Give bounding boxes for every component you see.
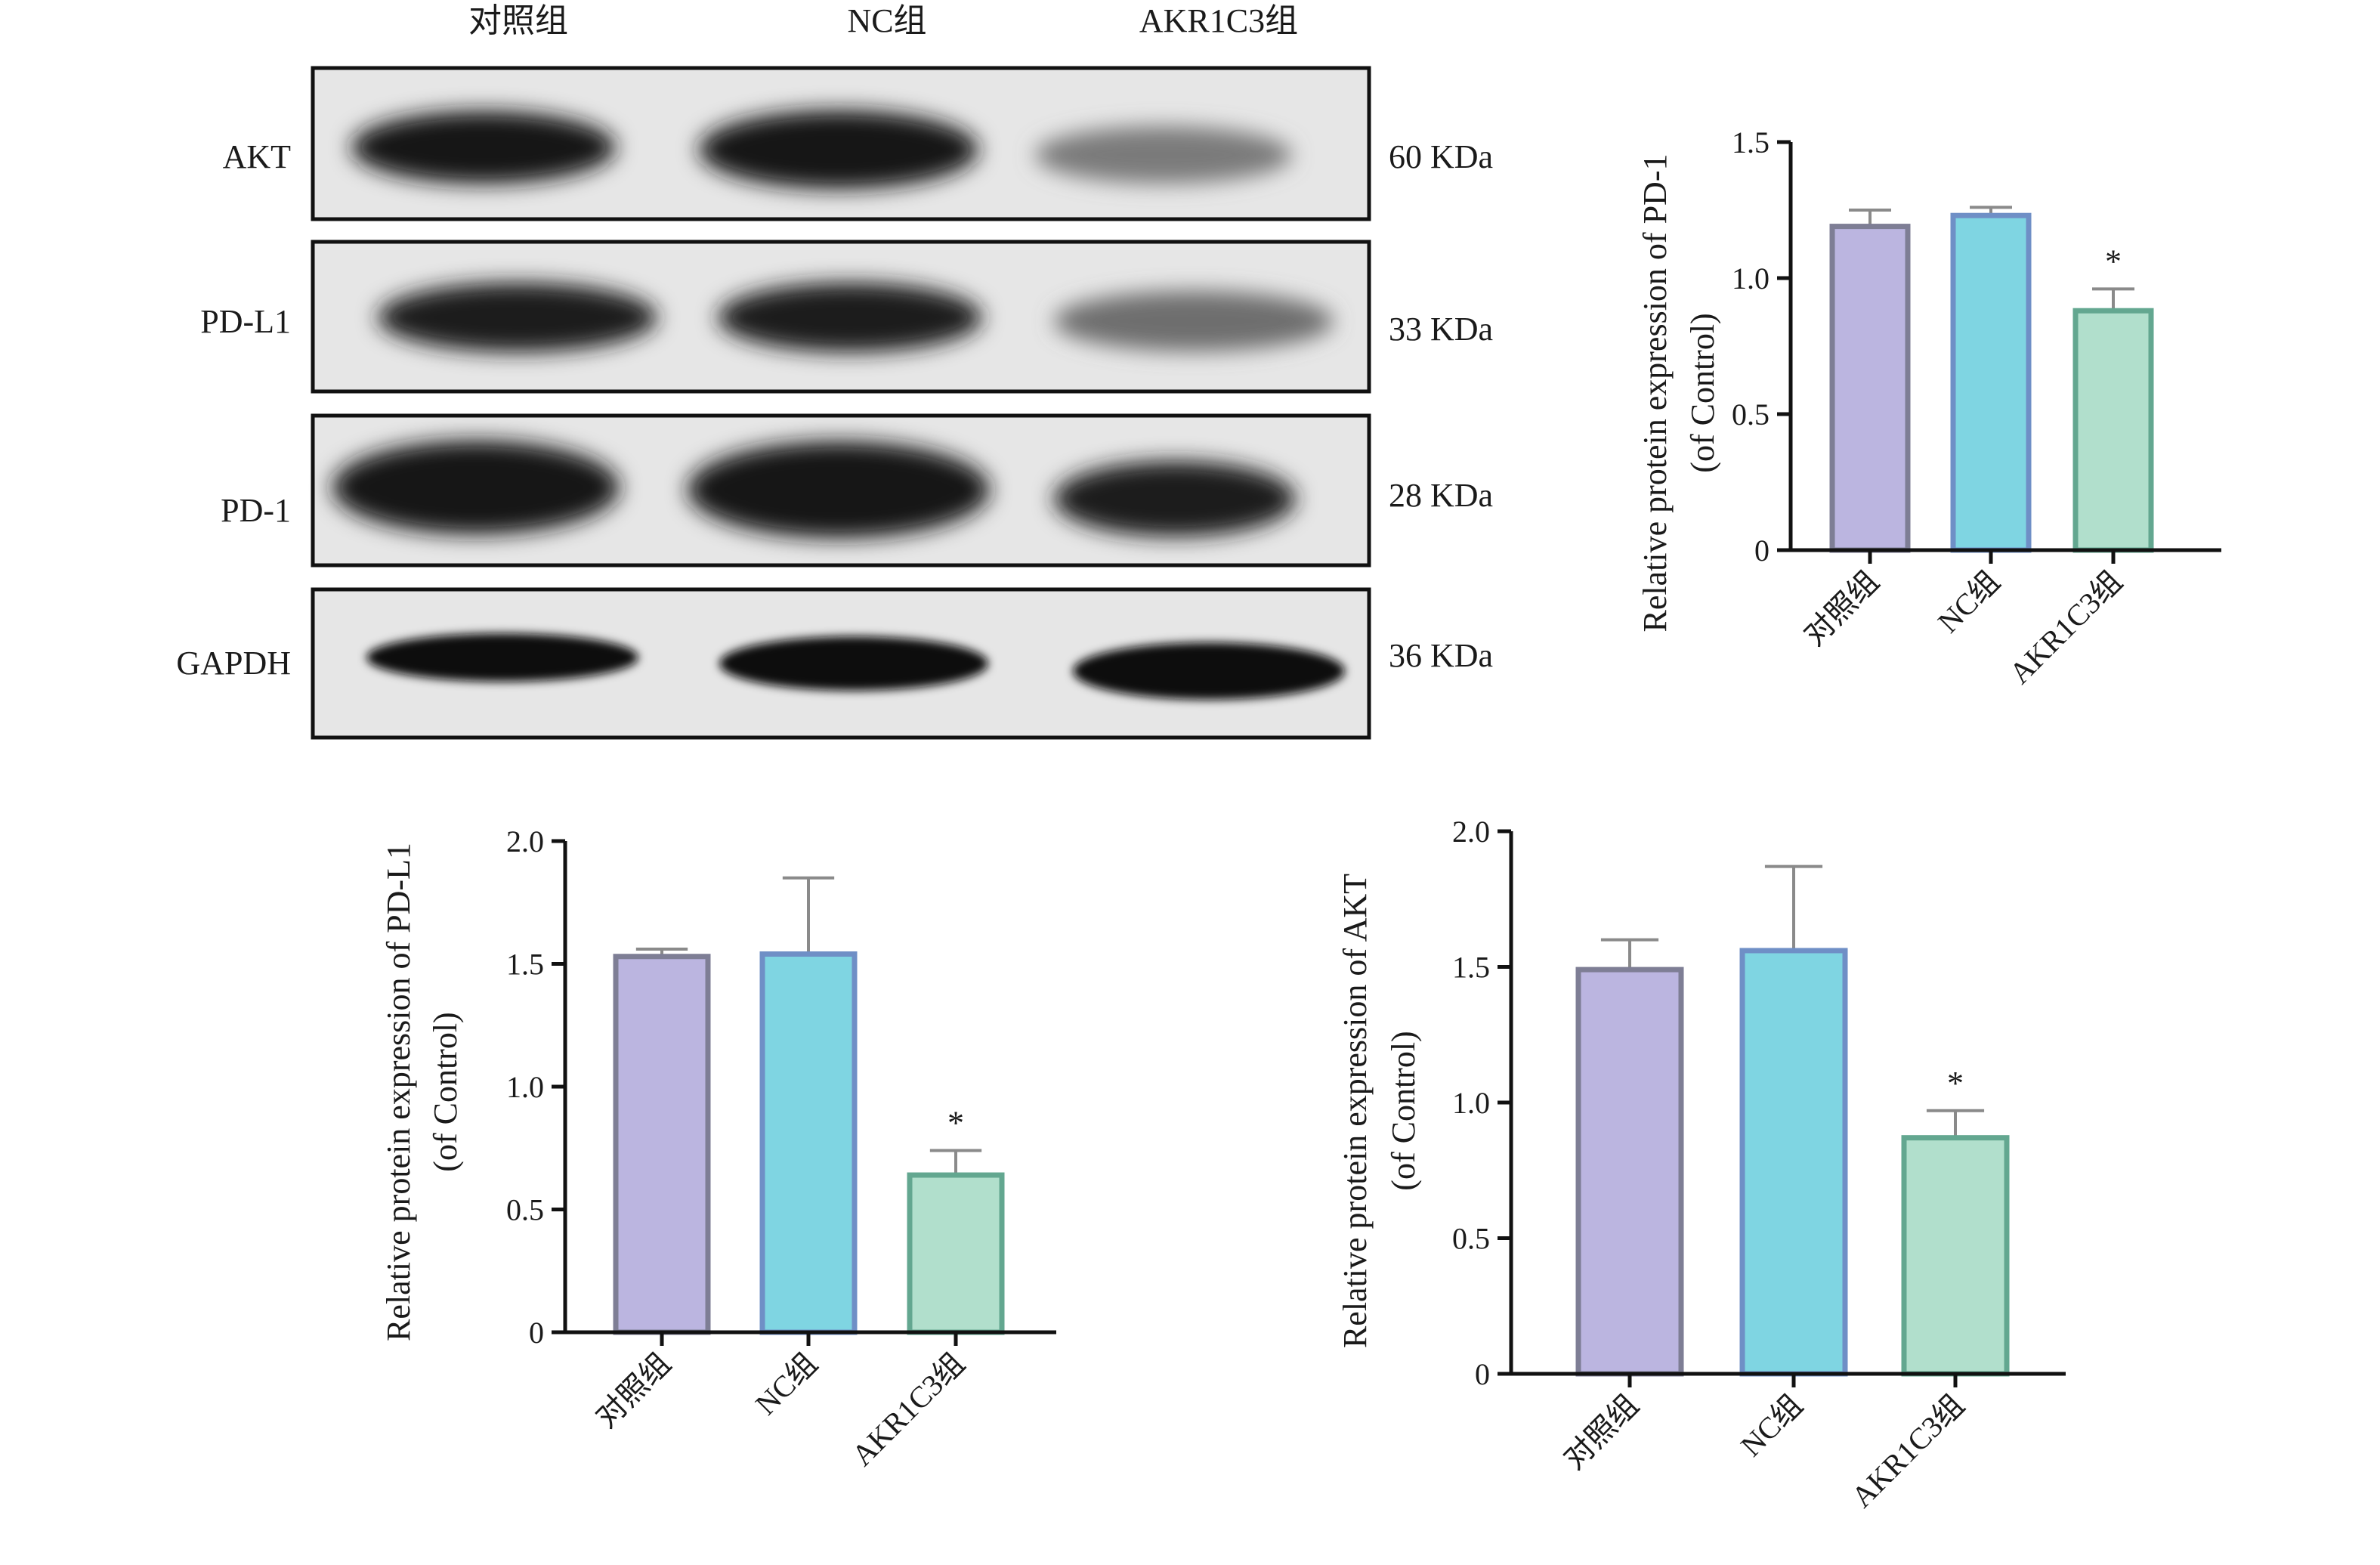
band-pd-1-nc xyxy=(688,441,990,538)
lane-label-control: 对照组 xyxy=(468,2,568,39)
bar xyxy=(613,954,711,1335)
y-axis-subtitle: (of Control) xyxy=(1385,1031,1422,1190)
x-category-label: AKR1C3组 xyxy=(2002,564,2128,691)
band-pd-1-control xyxy=(332,441,620,534)
blot-size-gapdh: 36 KDa xyxy=(1389,637,1493,674)
x-category-label: 对照组 xyxy=(589,1347,678,1435)
blot-label-gapdh: GAPDH xyxy=(176,645,291,682)
x-category-label: NC组 xyxy=(1931,564,2006,639)
y-tick-label: 1.0 xyxy=(506,1070,544,1104)
x-category-label: 对照组 xyxy=(1797,564,1886,653)
y-axis-title: Relative protein expression of AKT xyxy=(1337,874,1374,1348)
y-tick-label: 0.5 xyxy=(1452,1222,1490,1256)
y-tick-label: 1.5 xyxy=(506,948,544,982)
band-pd-l1-nc xyxy=(718,283,982,352)
bar xyxy=(1829,224,1911,553)
blot-label-akt: AKT xyxy=(223,138,292,175)
blot-size-pd-1: 28 KDa xyxy=(1389,477,1493,514)
band-gapdh-nc xyxy=(719,636,988,691)
bar xyxy=(759,951,858,1335)
bar xyxy=(1739,948,1848,1377)
significance-marker: * xyxy=(947,1105,964,1142)
bar xyxy=(1901,1135,2010,1377)
blot-strip-pd-1 xyxy=(311,413,1371,568)
band-gapdh-akr1c3 xyxy=(1073,642,1345,700)
blot-strip-gapdh xyxy=(311,587,1371,740)
y-tick-label: 2.0 xyxy=(1452,815,1490,849)
blot-label-pd-l1: PD-L1 xyxy=(200,303,291,340)
blot-label-pd-1: PD-1 xyxy=(221,492,291,529)
blot-strip-pd-l1 xyxy=(311,240,1371,394)
band-gapdh-control xyxy=(366,633,638,682)
lane-label-akr1c3: AKR1C3组 xyxy=(1139,2,1298,39)
band-akt-akr1c3 xyxy=(1035,126,1292,184)
band-pd-l1-akr1c3 xyxy=(1054,291,1334,351)
significance-marker: * xyxy=(2105,243,2122,280)
band-akt-nc xyxy=(699,110,978,189)
bar xyxy=(1575,967,1684,1377)
chart-pd-l1: * 0 0.5 1.0 1.5 2.0 对照组 NC组 AKR1C3组 Relative prot… xyxy=(380,824,1056,1473)
band-akt-control xyxy=(351,111,616,184)
y-axis-title: Relative protein expression of PD-1 xyxy=(1637,154,1674,632)
y-tick-label: 2.0 xyxy=(506,824,544,858)
bar xyxy=(2072,308,2154,553)
x-category-label: NC组 xyxy=(1734,1388,1809,1463)
y-tick-label: 1.0 xyxy=(1732,261,1770,295)
x-category-label: AKR1C3组 xyxy=(1844,1388,1970,1514)
blot-size-pd-l1: 33 KDa xyxy=(1389,311,1493,348)
blot-size-akt: 60 KDa xyxy=(1389,138,1493,175)
x-category-label: NC组 xyxy=(749,1347,824,1421)
y-tick-label: 0 xyxy=(1754,534,1770,568)
chart-akt: * 0 0.5 1.0 1.5 2.0 对照组 NC组 AKR1C3组 Relative prot… xyxy=(1337,815,2066,1514)
y-tick-label: 0.5 xyxy=(1732,397,1770,431)
significance-marker: * xyxy=(1947,1065,1964,1102)
lane-label-nc: NC组 xyxy=(847,2,926,39)
x-category-label: AKR1C3组 xyxy=(845,1347,971,1473)
y-tick-label: 1.0 xyxy=(1452,1086,1490,1120)
x-category-label: 对照组 xyxy=(1557,1388,1646,1477)
blot-strip-akt xyxy=(311,66,1371,221)
y-tick-label: 1.5 xyxy=(1452,951,1490,985)
y-tick-label: 0.5 xyxy=(506,1193,544,1227)
y-axis-title: Relative protein expression of PD-L1 xyxy=(380,843,417,1341)
y-tick-label: 0 xyxy=(529,1316,544,1350)
bar xyxy=(907,1172,1005,1335)
y-tick-label: 1.5 xyxy=(1732,125,1770,159)
y-axis-subtitle: (of Control) xyxy=(1684,313,1721,472)
band-pd-1-akr1c3 xyxy=(1054,461,1296,537)
y-axis-subtitle: (of Control) xyxy=(427,1012,464,1171)
bar xyxy=(1950,212,2032,553)
y-tick-label: 0 xyxy=(1475,1357,1490,1391)
band-pd-l1-control xyxy=(378,283,657,352)
